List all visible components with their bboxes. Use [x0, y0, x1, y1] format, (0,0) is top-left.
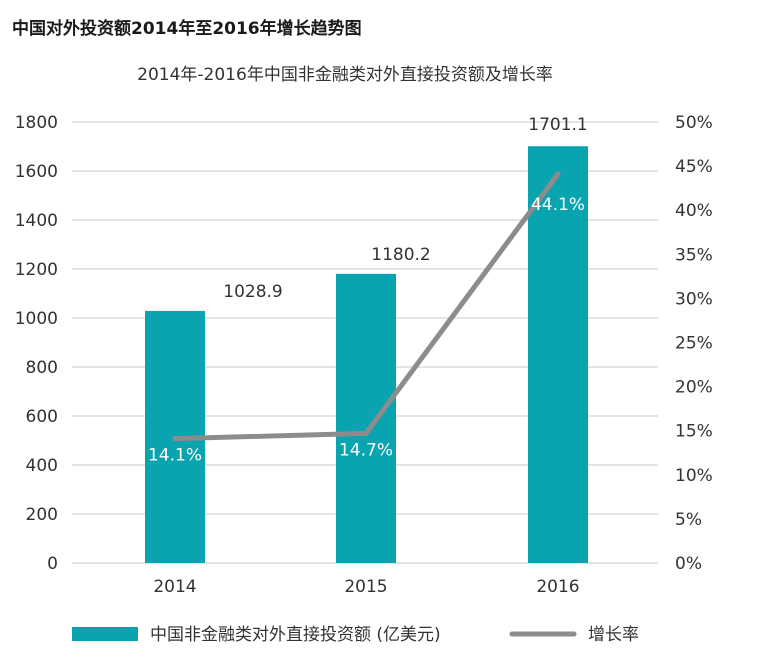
y2-tick-label: 0% [675, 554, 702, 574]
legend-bar-swatch [72, 627, 138, 641]
bar-value-label: 1701.1 [528, 115, 587, 135]
right-axis: 0% 5% 10% 15% 20% 25% 30% 35% 40% 45% 50% [675, 113, 713, 574]
rate-point [172, 436, 178, 442]
y2-tick-label: 5% [675, 510, 702, 530]
y2-tick-label: 25% [675, 334, 713, 354]
bar [528, 146, 588, 563]
y-tick-label: 1400 [15, 211, 58, 231]
y2-tick-label: 50% [675, 113, 713, 133]
legend: 中国非金融类对外直接投资额 (亿美元) 增长率 [72, 625, 639, 645]
rate-value-label: 14.7% [339, 440, 393, 460]
y2-tick-label: 45% [675, 157, 713, 177]
left-axis: 0 200 400 600 800 1000 1200 1400 1600 1800 [15, 113, 58, 574]
page-heading: 中国对外投资额2014年至2016年增长趋势图 [12, 19, 362, 39]
y-tick-label: 800 [26, 358, 58, 378]
x-tick-label: 2016 [536, 577, 579, 597]
y2-tick-label: 30% [675, 289, 713, 309]
rate-value-label: 14.1% [148, 446, 202, 466]
y-tick-label: 1600 [15, 162, 58, 182]
bar [336, 273, 396, 563]
rate-value-label: 44.1% [531, 195, 585, 215]
y2-tick-label: 40% [675, 201, 713, 221]
y-tick-label: 1000 [15, 309, 58, 329]
y2-tick-label: 20% [675, 378, 713, 398]
legend-line-label: 增长率 [588, 625, 639, 645]
y2-tick-label: 15% [675, 422, 713, 442]
x-tick-label: 2015 [344, 577, 387, 597]
y-tick-label: 600 [26, 407, 58, 427]
bar-value-label: 1180.2 [371, 245, 430, 265]
bar-value-label: 1028.9 [223, 282, 282, 302]
rate-point [555, 171, 561, 177]
y-tick-label: 1200 [15, 260, 58, 280]
legend-bar-label: 中国非金融类对外直接投资额 (亿美元) [150, 625, 441, 645]
x-axis: 2014 2015 2016 [153, 577, 579, 597]
rate-line-group [172, 171, 561, 442]
y-tick-label: 200 [26, 505, 58, 525]
y-tick-label: 400 [26, 456, 58, 476]
y2-tick-label: 10% [675, 466, 713, 486]
y2-tick-label: 35% [675, 245, 713, 265]
bars [145, 146, 588, 563]
data-labels: 1028.9 1180.2 1701.1 14.1% 14.7% 44.1% [148, 115, 588, 465]
chart-title: 2014年-2016年中国非金融类对外直接投资额及增长率 [137, 65, 553, 85]
x-tick-label: 2014 [153, 577, 196, 597]
y-tick-label: 0 [47, 554, 58, 574]
y-tick-label: 1800 [15, 113, 58, 133]
rate-point [363, 430, 369, 436]
